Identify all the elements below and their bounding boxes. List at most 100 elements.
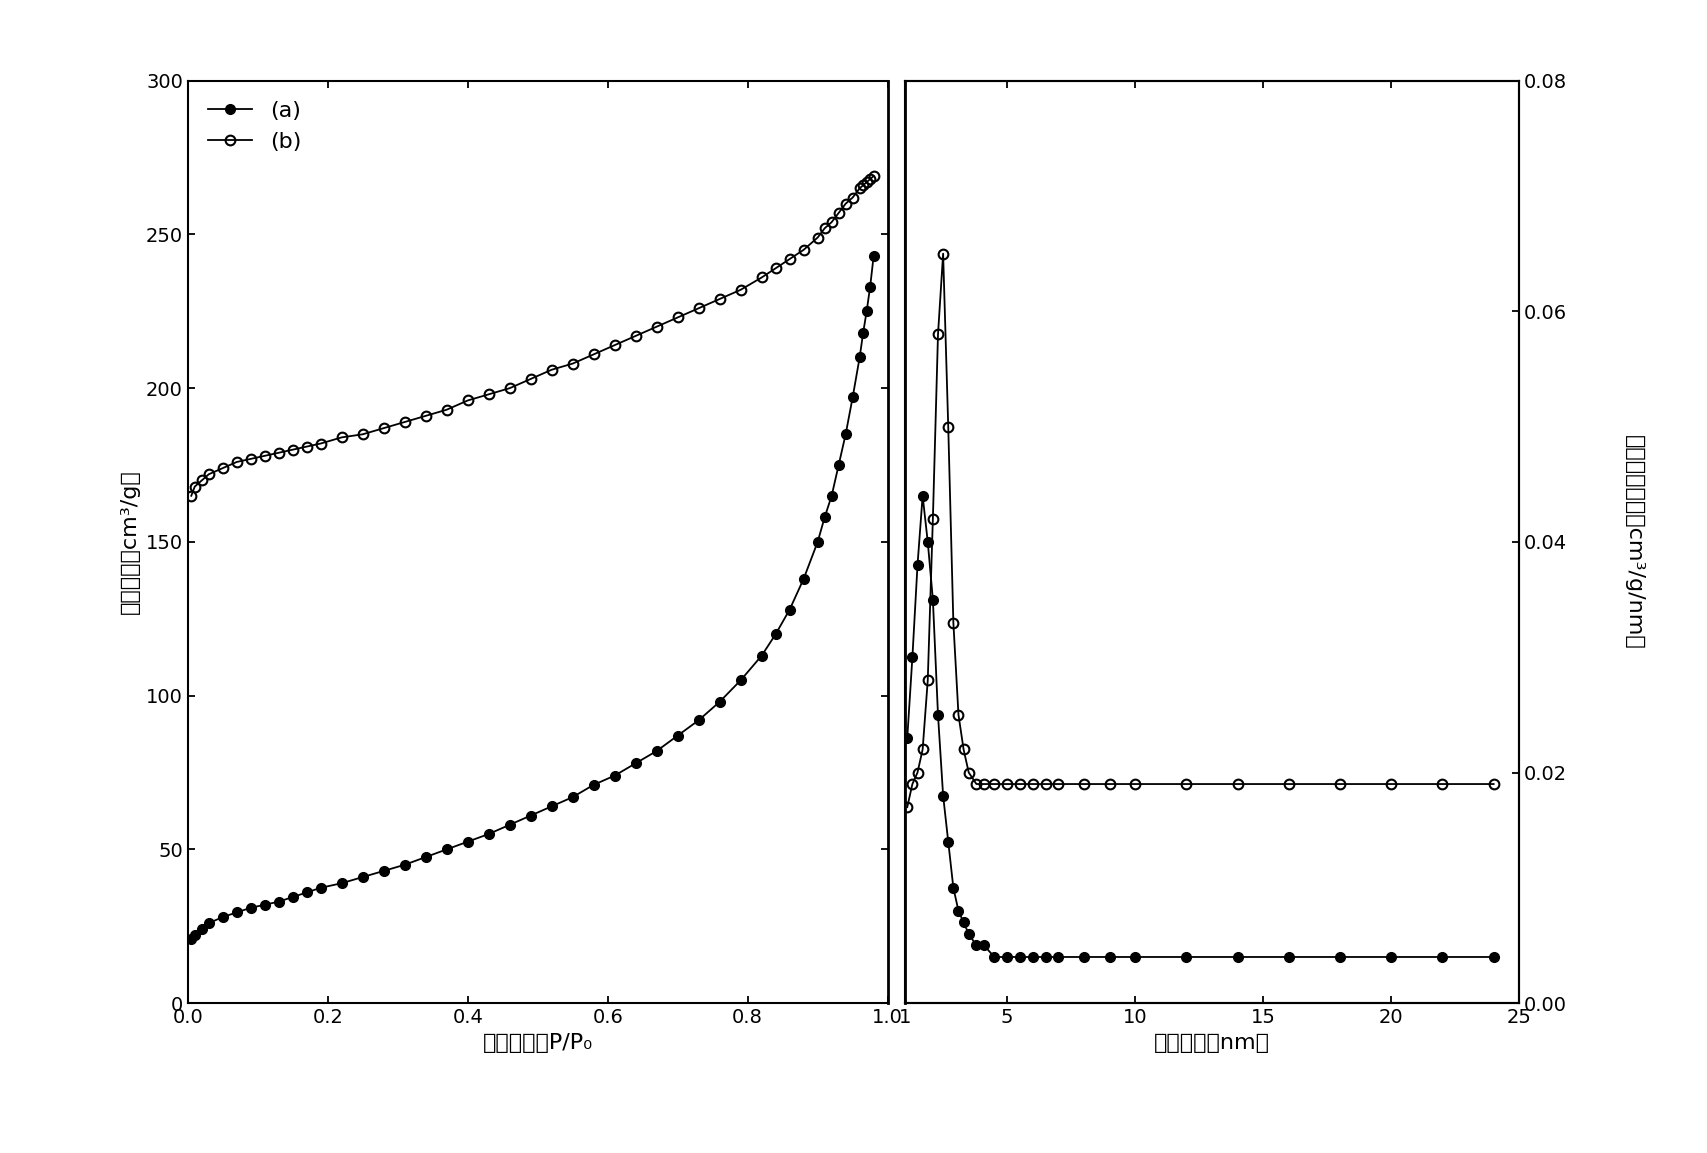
(b): [604, 338, 625, 352]
(b): [667, 310, 688, 324]
Line: (b): (b): [186, 171, 879, 500]
(b): [828, 206, 848, 220]
(b): [437, 402, 457, 416]
(b): [268, 446, 288, 460]
(b): [212, 461, 232, 475]
(b): [563, 356, 584, 370]
(a): [864, 249, 884, 263]
(a): [437, 843, 457, 857]
(a): [311, 881, 331, 895]
(a): [191, 922, 212, 936]
(a): [604, 769, 625, 783]
(a): [500, 817, 521, 831]
(a): [794, 572, 814, 586]
(a): [198, 917, 218, 930]
(b): [374, 421, 394, 435]
(a): [563, 790, 584, 804]
(a): [352, 871, 372, 884]
(b): [521, 372, 541, 386]
(b): [814, 221, 835, 235]
(a): [415, 850, 435, 864]
(b): [457, 393, 478, 407]
(b): [864, 169, 884, 183]
(a): [854, 326, 874, 340]
(a): [297, 886, 318, 899]
(b): [311, 437, 331, 451]
Y-axis label: 孔容分布微分（cm³/g/nm）: 孔容分布微分（cm³/g/nm）: [1623, 435, 1644, 649]
(a): [521, 808, 541, 822]
(a): [860, 280, 881, 294]
(b): [765, 262, 785, 276]
(b): [794, 243, 814, 257]
(a): [478, 827, 498, 841]
(a): [241, 900, 261, 914]
(b): [227, 455, 248, 469]
(b): [415, 409, 435, 423]
(a): [842, 391, 862, 405]
(a): [667, 729, 688, 743]
(b): [331, 430, 352, 444]
(b): [857, 175, 877, 189]
(a): [212, 910, 232, 924]
(b): [625, 329, 645, 342]
(a): [647, 744, 667, 758]
(b): [854, 179, 874, 193]
X-axis label: 孔径大小（nm）: 孔径大小（nm）: [1154, 1033, 1270, 1053]
(b): [710, 292, 731, 306]
(a): [282, 890, 304, 904]
Line: (a): (a): [186, 251, 879, 943]
(b): [842, 190, 862, 204]
(a): [541, 799, 562, 813]
Y-axis label: 吸附容量（cm³/g）: 吸附容量（cm³/g）: [119, 469, 140, 615]
(b): [352, 428, 372, 442]
(a): [857, 304, 877, 318]
(b): [191, 474, 212, 488]
(b): [860, 172, 881, 186]
(b): [500, 382, 521, 395]
(a): [814, 511, 835, 525]
(b): [647, 319, 667, 333]
(a): [268, 895, 288, 909]
(b): [198, 467, 218, 481]
(b): [254, 449, 275, 462]
(a): [625, 756, 645, 770]
(a): [835, 428, 855, 442]
(b): [541, 363, 562, 377]
(b): [780, 253, 801, 266]
(b): [751, 271, 772, 285]
(a): [850, 351, 871, 364]
Legend: (a), (b): (a), (b): [200, 92, 311, 160]
(b): [584, 347, 604, 361]
(a): [457, 835, 478, 849]
(a): [254, 898, 275, 912]
(b): [850, 181, 871, 195]
(b): [297, 439, 318, 453]
(b): [835, 197, 855, 211]
(a): [688, 714, 708, 728]
(b): [478, 387, 498, 401]
(a): [184, 928, 205, 942]
(a): [374, 864, 394, 877]
(b): [181, 489, 201, 503]
(a): [731, 673, 751, 687]
(a): [780, 603, 801, 617]
(b): [241, 452, 261, 466]
(a): [710, 695, 731, 709]
(b): [821, 216, 842, 229]
(a): [227, 905, 248, 919]
(a): [751, 649, 772, 663]
(a): [807, 535, 828, 549]
(b): [731, 282, 751, 296]
(a): [181, 932, 201, 945]
(b): [807, 231, 828, 244]
(b): [688, 301, 708, 315]
(b): [394, 415, 415, 429]
(b): [282, 443, 304, 457]
(b): [184, 480, 205, 493]
(a): [584, 778, 604, 792]
(a): [394, 858, 415, 872]
(a): [765, 627, 785, 641]
X-axis label: 相对压力，P/P₀: 相对压力，P/P₀: [483, 1033, 592, 1053]
(a): [821, 489, 842, 503]
(a): [828, 458, 848, 472]
